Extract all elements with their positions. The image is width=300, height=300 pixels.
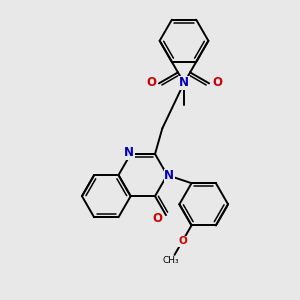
Text: N: N xyxy=(164,169,174,182)
Text: N: N xyxy=(179,76,189,89)
Text: O: O xyxy=(212,76,222,89)
Text: O: O xyxy=(146,76,156,89)
Text: O: O xyxy=(152,212,162,225)
Text: O: O xyxy=(178,236,187,246)
Text: CH₃: CH₃ xyxy=(163,256,179,265)
Text: N: N xyxy=(124,146,134,159)
